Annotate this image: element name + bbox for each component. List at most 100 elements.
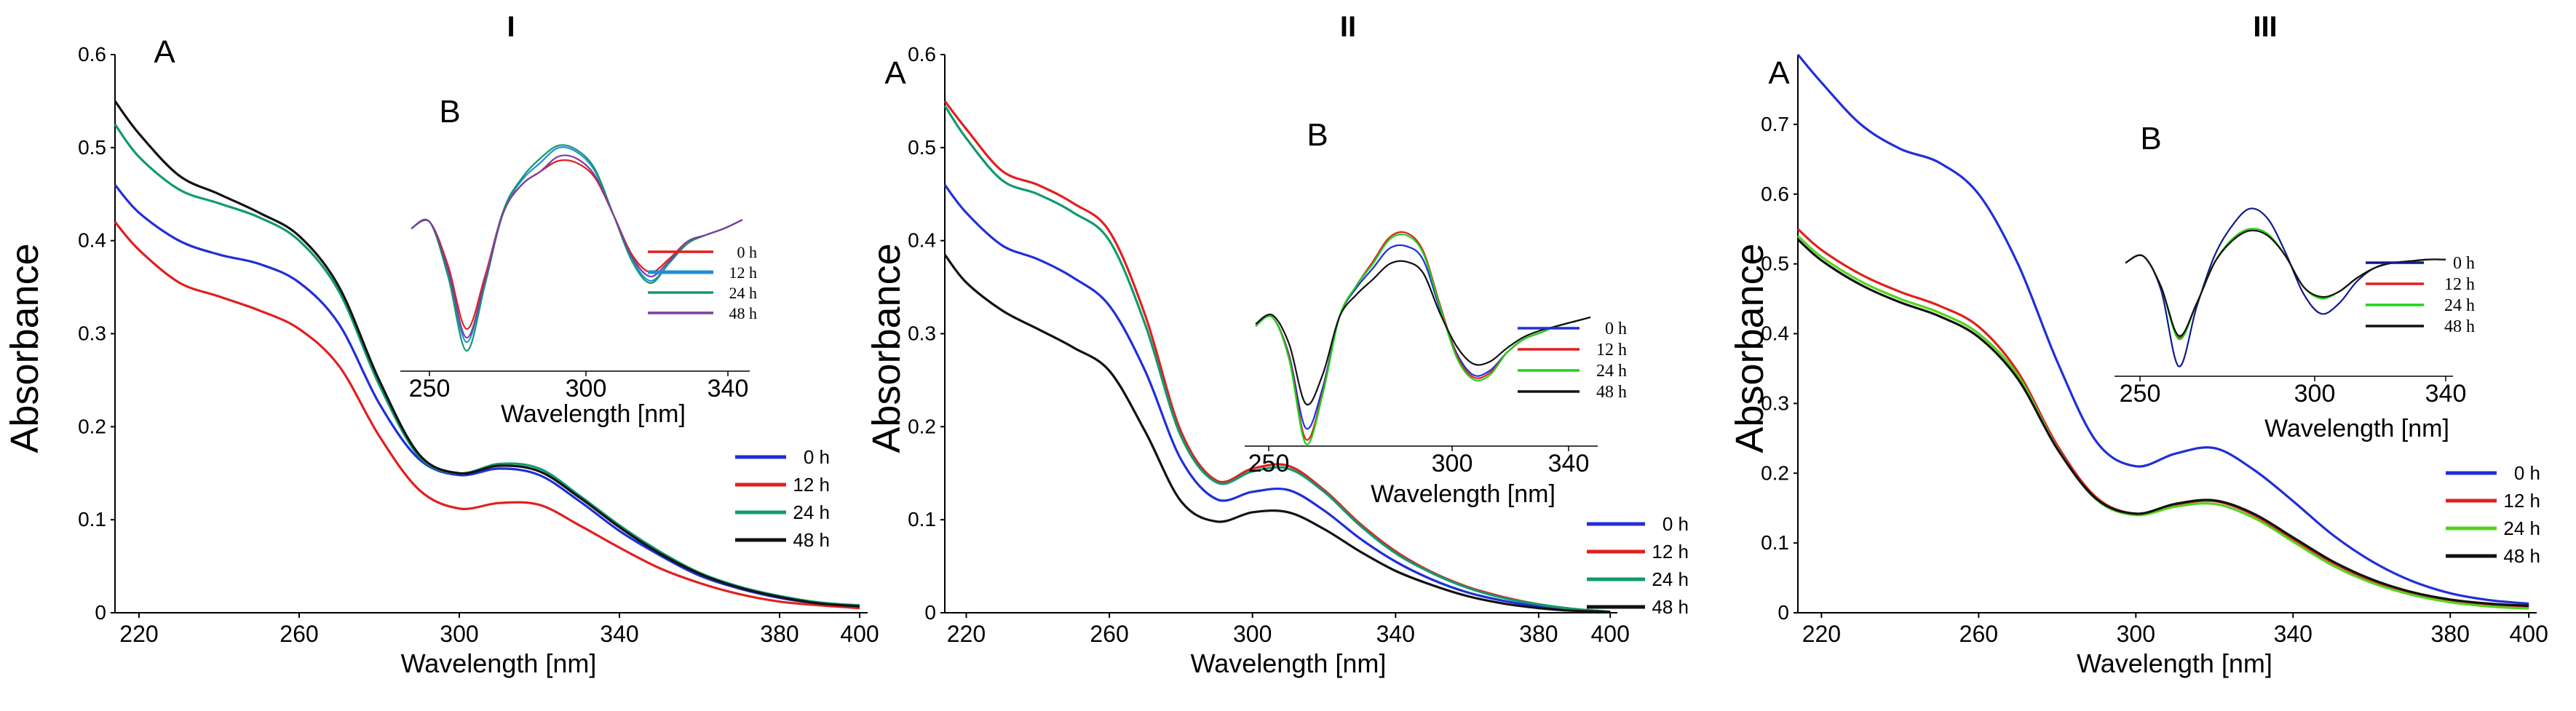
inset-x-axis-label: Wavelength [nm]: [2264, 415, 2449, 442]
legend-label: 48 h: [793, 529, 830, 551]
inset-series-line-24h: [411, 144, 743, 352]
inset-legend-label: 48 h: [2444, 317, 2475, 336]
y-tick-label: 0.1: [78, 508, 106, 531]
inset-legend-label: 48 h: [1596, 383, 1627, 402]
y-tick-label: 0.7: [1761, 113, 1789, 135]
series-line-48h: [1796, 238, 2529, 607]
x-tick-label: 340: [2274, 621, 2313, 647]
inset-series-line-0h: [2125, 207, 2446, 368]
y-tick-label: 0.3: [78, 322, 106, 345]
series-line-12h: [114, 221, 860, 610]
x-tick-label: 380: [760, 621, 798, 647]
series-line-48h: [114, 100, 860, 608]
y-axis-label: Absorbance: [1728, 243, 1772, 453]
inset-x-tick-label: 250: [1248, 450, 1290, 477]
inset-series-line-12h: [1255, 231, 1591, 441]
series-line-24h: [943, 105, 1611, 613]
inset-legend-label: 24 h: [2444, 296, 2475, 315]
y-tick-label: 0.6: [908, 43, 936, 65]
y-tick-label: 0.5: [1761, 253, 1789, 275]
inset-x-tick-label: 300: [566, 375, 607, 402]
inset-x-tick-label: 250: [2120, 380, 2161, 408]
x-tick-label: 300: [440, 621, 478, 647]
x-tick-label: 260: [1090, 621, 1128, 647]
x-tick-label: 300: [1233, 621, 1272, 647]
y-tick-label: 0.2: [78, 415, 106, 437]
inset-legend-label: 12 h: [729, 263, 758, 282]
series-line-12h: [943, 100, 1611, 613]
panel-roman-label: II: [1340, 11, 1356, 43]
x-axis-label: Wavelength [nm]: [1191, 648, 1387, 678]
legend-label: 24 h: [2503, 517, 2540, 539]
inset-chart: B 250 300 340 Wavelength [nm] 0 h 12 h 24 h 48 h: [1245, 117, 1627, 508]
inset-legend-label: 12 h: [1596, 341, 1627, 360]
inset-x-axis-label: Wavelength [nm]: [501, 400, 686, 428]
y-tick-label: 0.2: [1761, 461, 1789, 484]
y-tick-label: 0.6: [1761, 183, 1789, 205]
main-plot-label: A: [884, 55, 906, 91]
legend-label: 24 h: [793, 501, 830, 523]
y-tick-label: 0.1: [908, 508, 936, 531]
legend-label: 0 h: [1662, 513, 1689, 535]
y-tick-label: 0: [1778, 601, 1789, 624]
legend-label: 12 h: [2503, 490, 2540, 512]
x-tick-label: 380: [2431, 621, 2470, 647]
inset-label: B: [2140, 121, 2161, 156]
y-tick-label: 0.1: [1761, 531, 1789, 554]
panel-II: II A 0 0.1 0.2 0.3 0.4 0.5 0.6 220 260 300 340 380 400…: [865, 11, 1689, 678]
x-axis-label: Wavelength [nm]: [401, 648, 597, 678]
x-tick-label: 220: [119, 621, 158, 647]
y-tick-label: 0.6: [78, 43, 106, 65]
inset-legend-label: 0 h: [1605, 319, 1627, 338]
y-tick-label: 0.2: [908, 415, 936, 437]
x-tick-label: 260: [280, 621, 318, 647]
inset-x-tick-label: 340: [708, 375, 749, 402]
y-tick-label: 0.3: [908, 322, 936, 345]
legend-label: 24 h: [1652, 568, 1689, 590]
x-tick-label: 400: [2510, 621, 2548, 647]
inset-label: B: [1307, 117, 1328, 153]
inset-x-axis-label: Wavelength [nm]: [1371, 480, 1555, 508]
panel-roman-label: I: [507, 11, 515, 43]
series-line-0h: [1796, 53, 2529, 605]
series-line-0h: [943, 184, 1611, 613]
x-tick-label: 400: [840, 621, 879, 647]
y-tick-label: 0.4: [1761, 322, 1789, 345]
x-axis-label: Wavelength [nm]: [2077, 648, 2272, 678]
inset-series-line-48h: [1255, 260, 1591, 406]
inset-x-tick-label: 250: [409, 375, 451, 402]
x-tick-label: 380: [1519, 621, 1558, 647]
y-tick-label: 0: [924, 601, 936, 624]
panel-I: I A 0 0.1 0.2 0.3 0.4 0.5 0.6 220 260 300 340 380 400 W…: [3, 11, 879, 678]
inset-legend-label: 24 h: [1596, 362, 1627, 381]
legend-label: 12 h: [793, 474, 830, 496]
series-line-24h: [1796, 235, 2529, 610]
x-tick-label: 260: [1959, 621, 1998, 647]
inset-x-tick-label: 300: [1432, 450, 1473, 477]
x-tick-label: 340: [600, 621, 638, 647]
x-tick-label: 300: [2117, 621, 2155, 647]
legend-label: 48 h: [2503, 545, 2540, 567]
legend-label: 0 h: [804, 446, 830, 468]
inset-chart: B 250 300 340 Wavelength [nm] 0 h 12 h 24 h 48 h: [2115, 121, 2475, 442]
inset-x-tick-label: 300: [2294, 380, 2336, 408]
legend-label: 12 h: [1652, 541, 1689, 563]
inset-chart: B 250 300 340 Wavelength [nm] 0 h 12 h 24 h 48 h: [400, 94, 757, 428]
x-tick-label: 220: [1802, 621, 1841, 647]
y-tick-label: 0.3: [1761, 392, 1789, 414]
y-tick-label: 0: [95, 601, 106, 624]
inset-legend-label: 0 h: [737, 243, 758, 261]
x-tick-label: 340: [1376, 621, 1415, 647]
y-tick-label: 0.5: [908, 136, 936, 159]
panel-roman-label: III: [2253, 11, 2277, 43]
main-plot-label: A: [1768, 55, 1790, 91]
inset-label: B: [439, 94, 460, 130]
panel-III: III A 0 0.1 0.2 0.3 0.4 0.5 0.6 0.7 220 260 300 340 38…: [1728, 11, 2548, 678]
inset-x-tick-label: 340: [2425, 380, 2467, 408]
inset-series-line-0h: [411, 159, 743, 330]
x-tick-label: 220: [947, 621, 986, 647]
inset-legend-label: 0 h: [2453, 254, 2475, 273]
inset-series-line-48h: [411, 154, 743, 339]
y-axis-label: Absorbance: [3, 243, 47, 453]
